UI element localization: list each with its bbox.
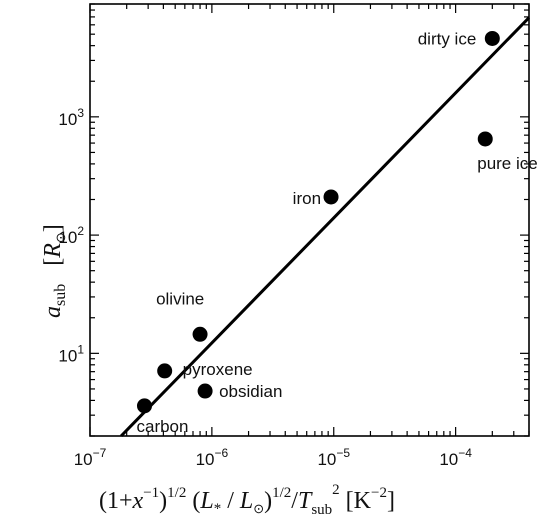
point-label: olivine	[156, 289, 204, 308]
x-axis-title: (1+x−1)1/2 (L* / L⊙)1/2/Tsub2 [K−2]	[99, 482, 395, 518]
data-point	[197, 383, 213, 399]
y-tick-label: 102	[58, 224, 84, 247]
y-axis-title: asub[R⊙]	[40, 224, 69, 318]
point-label: iron	[293, 189, 321, 208]
plot-frame	[89, 3, 530, 437]
point-label: obsidian	[219, 382, 282, 401]
x-tick-label: 10−6	[196, 446, 229, 469]
y-tick-label: 103	[58, 106, 84, 129]
y-tick-label: 101	[58, 342, 84, 365]
data-point	[157, 363, 173, 379]
point-label: pyroxene	[183, 360, 253, 379]
point-label: carbon	[136, 417, 188, 436]
x-tick-label: 10−4	[439, 446, 472, 469]
data-point	[323, 189, 339, 205]
data-point	[484, 30, 500, 46]
x-tick-label: 10−5	[317, 446, 350, 469]
point-label: dirty ice	[418, 29, 477, 48]
data-point	[136, 398, 152, 414]
x-tick-label: 10−7	[74, 446, 107, 469]
data-point	[192, 326, 208, 342]
data-point	[477, 131, 493, 147]
fit-line	[120, 16, 531, 438]
point-label: pure ice	[477, 154, 537, 173]
